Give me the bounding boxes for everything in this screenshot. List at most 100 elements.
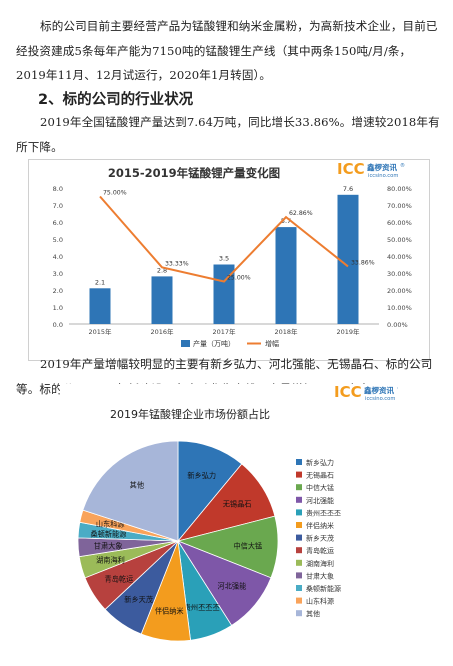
pie-slice-label: 新乡弘力 (187, 471, 216, 480)
pie-slice-label: 桑顿新能源 (90, 529, 126, 538)
legend-label: 新乡天茂 (306, 534, 334, 543)
paragraph-text: 标的公司目前主要经营产品为锰酸锂和纳米金属粉，为高新技术企业，目前已经投资建成5… (16, 19, 438, 82)
legend-label: 河北强能 (306, 496, 334, 505)
pie-slice-label: 贵州丕丕丕 (184, 603, 220, 612)
pie-slice-label: 新乡天茂 (124, 595, 153, 604)
logo-mark: ICC (337, 160, 365, 178)
legend-swatch (296, 534, 302, 541)
paragraph-output: 2019年全国锰酸锂产量达到7.64万吨，同比增长33.86%。增速较2018年… (16, 110, 440, 159)
y2-tick-label: 0.00% (387, 321, 408, 329)
production-chart-svg: 2015-2019年锰酸锂产量变化图 ICC 鑫椤资讯 ®iccsino.com 0.0… (53, 160, 412, 348)
pie-slice-label: 湖南海利 (96, 555, 125, 564)
pie-slice-label: 中信大锰 (233, 541, 262, 550)
pie-slice-label: 伴侣纳米 (155, 606, 184, 615)
legend-swatch-bar (181, 340, 190, 347)
legend-swatch (296, 597, 302, 604)
legend-swatch (296, 585, 302, 591)
bar (275, 227, 297, 324)
chart-title: 2019年锰酸锂企业市场份额占比 (110, 407, 270, 421)
logo-reg: ® (400, 162, 405, 169)
production-chart: 2015-2019年锰酸锂产量变化图 ICC 鑫椤资讯 ® iccsino.com 0.0… (28, 159, 430, 361)
y2-tick-label: 10.00% (387, 304, 412, 312)
legend-label: 甘肃大象 (306, 571, 334, 580)
legend-swatch (296, 471, 302, 478)
x-tick-label: 2019年 (336, 327, 360, 336)
y-tick-label: 6.0 (53, 219, 63, 227)
y-tick-label: 3.0 (53, 270, 63, 278)
y-tick-label: 8.0 (53, 185, 63, 193)
y-tick-label: 7.0 (53, 202, 63, 210)
line-value-label: 62.86% (289, 210, 313, 217)
line-value-label: 25.00% (227, 275, 251, 282)
line-value-label: 75.00% (103, 190, 127, 197)
market-share-chart: 2019年锰酸锂企业市场份额占比ICC鑫椤资讯®iccsino.com新乡弘力无… (60, 383, 402, 648)
logo-name: 鑫椤资讯 (366, 162, 397, 172)
legend-swatch (296, 509, 302, 516)
legend-label: 山东科源 (306, 597, 334, 606)
y-tick-label: 1.0 (53, 304, 63, 312)
legend-label: 其他 (306, 609, 320, 618)
bar (337, 194, 359, 324)
logo-reg: ® (397, 385, 398, 392)
line-value-label: 33.86% (351, 259, 375, 266)
x-tick-label: 2016年 (150, 327, 174, 336)
paragraph-text: 2019年全国锰酸锂产量达到7.64万吨，同比增长33.86%。增速较2018年… (16, 115, 440, 154)
bar-value-label: 3.5 (219, 255, 229, 263)
legend-label-bar: 产量（万吨） (193, 339, 235, 348)
y2-tick-label: 80.00% (387, 185, 412, 193)
legend-label: 青岛乾运 (306, 546, 334, 555)
paragraph-company-products: 标的公司目前主要经营产品为锰酸锂和纳米金属粉，为高新技术企业，目前已经投资建成5… (16, 14, 440, 88)
pie-slice-label: 无锡晶石 (223, 499, 252, 508)
pie-slice (177, 440, 243, 543)
legend-label: 无锡晶石 (306, 471, 334, 480)
legend-swatch (296, 559, 302, 566)
growth-line (99, 195, 349, 283)
section-heading: 2、标的公司的行业状况 (38, 92, 194, 108)
logo-name: 鑫椤资讯 (363, 385, 394, 395)
legend-swatch (296, 547, 302, 554)
legend-label-line: 增幅 (265, 339, 279, 348)
market-share-chart-svg: 2019年锰酸锂企业市场份额占比ICC鑫椤资讯®iccsino.com新乡弘力无… (77, 383, 402, 642)
pie-slice-label: 甘肃大象 (94, 541, 123, 550)
legend-swatch (296, 484, 302, 491)
legend-swatch (296, 610, 302, 617)
y-tick-label: 0.0 (53, 321, 63, 329)
logo-url: iccsino.com (368, 173, 398, 179)
legend-label: 湖南海利 (306, 559, 334, 568)
y-tick-label: 5.0 (53, 236, 63, 244)
x-tick-label: 2018年 (274, 327, 298, 336)
bar (151, 276, 173, 324)
y2-tick-label: 50.00% (387, 236, 412, 244)
pie-slice (82, 440, 179, 542)
logo-mark: ICC (334, 384, 362, 401)
bar-value-label: 7.6 (343, 185, 353, 193)
legend-label: 伴侣纳米 (306, 521, 334, 530)
legend-swatch (296, 459, 302, 465)
legend-label: 贵州丕丕丕 (306, 508, 341, 517)
pie-slice-label: 山东科源 (96, 520, 125, 529)
y-tick-label: 2.0 (53, 287, 63, 295)
legend-label: 新乡弘力 (306, 458, 334, 467)
y2-tick-label: 20.00% (387, 287, 412, 295)
line-value-label: 33.33% (165, 260, 189, 267)
bar-value-label: 5.7 (281, 217, 291, 225)
chart-title: 2015-2019年锰酸锂产量变化图 (108, 166, 280, 180)
pie-slice-label: 青岛乾运 (105, 575, 134, 584)
x-tick-label: 2017年 (212, 327, 236, 336)
pie-slice-label: 其他 (130, 480, 144, 489)
bar (89, 288, 111, 324)
legend-label: 中信大锰 (306, 483, 334, 492)
y2-tick-label: 30.00% (387, 270, 412, 278)
x-tick-label: 2015年 (88, 327, 112, 336)
legend-swatch (296, 572, 302, 579)
logo-url: iccsino.com (365, 396, 395, 402)
y-tick-label: 4.0 (53, 253, 63, 261)
y2-tick-label: 70.00% (387, 202, 412, 210)
pie-slice-label: 河北强能 (218, 582, 247, 591)
legend-swatch (296, 496, 302, 503)
y2-tick-label: 60.00% (387, 219, 412, 227)
legend-swatch (296, 522, 302, 528)
bar-value-label: 2.1 (95, 278, 105, 286)
legend-label: 桑顿新能源 (306, 584, 341, 593)
y2-tick-label: 40.00% (387, 253, 412, 261)
